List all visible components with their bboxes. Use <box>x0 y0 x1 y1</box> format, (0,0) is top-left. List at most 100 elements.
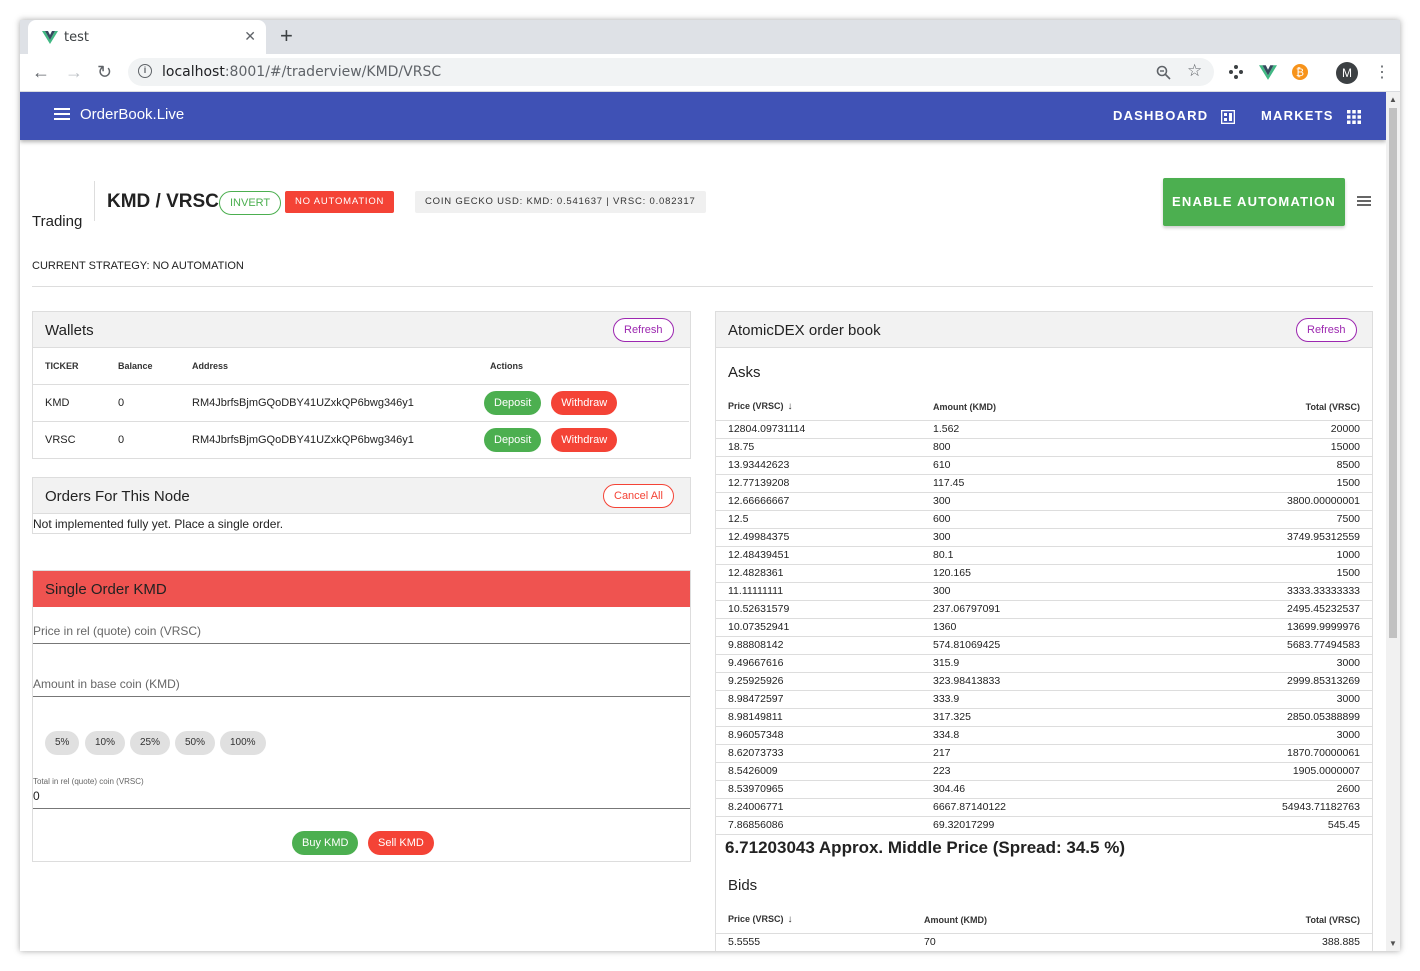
browser-menu-icon[interactable]: ⋮ <box>1374 64 1390 81</box>
total-cell: 2600 <box>1133 780 1372 799</box>
price-cell: 8.98472597 <box>716 690 933 709</box>
amount-cell: 117.45 <box>933 474 1133 493</box>
amount-cell: 315.9 <box>933 654 1133 673</box>
wallets-refresh-button[interactable]: Refresh <box>613 318 674 342</box>
total-cell: 7500 <box>1133 510 1372 529</box>
brand-title[interactable]: OrderBook.Live <box>80 106 185 123</box>
amount-cell: 80.1 <box>933 546 1133 565</box>
withdraw-button[interactable]: Withdraw <box>551 390 618 415</box>
hamburger-menu-icon[interactable] <box>54 108 70 120</box>
zoom-icon[interactable] <box>1156 65 1171 80</box>
tab-close-icon[interactable]: ✕ <box>244 28 256 44</box>
amount-column-header: Amount (KMD) <box>924 907 1124 934</box>
total-field-underline <box>33 808 690 809</box>
table-row: 13.93442623 610 8500 <box>716 456 1372 475</box>
table-row: 7.86856086 69.32017299 545.45 <box>716 816 1372 835</box>
sell-button[interactable]: Sell KMD <box>368 831 434 855</box>
amount-cell: 237.06797091 <box>933 600 1133 619</box>
total-cell: 3800.00000001 <box>1133 492 1372 511</box>
price-field-underline <box>33 643 690 644</box>
markets-button[interactable]: MARKETS <box>1261 108 1361 124</box>
scrollbar-thumb[interactable] <box>1389 108 1397 638</box>
table-row: 8.96057348 334.8 3000 <box>716 726 1372 745</box>
total-cell: 8500 <box>1133 456 1372 475</box>
single-order-panel: Single Order KMD Price in rel (quote) co… <box>32 570 691 862</box>
new-tab-icon[interactable]: + <box>280 23 293 48</box>
table-row: 11.11111111 300 3333.33333333 <box>716 582 1372 601</box>
browser-toolbar: ← → ↻ i localhost:8001/#/traderview/KMD/… <box>20 54 1400 92</box>
table-row: 8.62073733 217 1870.70000061 <box>716 744 1372 763</box>
ticker-cell: KMD <box>33 384 106 422</box>
invert-button[interactable]: INVERT <box>219 191 282 215</box>
single-order-header: Single Order KMD <box>33 571 690 607</box>
price-cell: 9.49667616 <box>716 654 933 673</box>
orders-title: Orders For This Node <box>45 488 190 505</box>
header-menu-icon[interactable] <box>1357 196 1371 206</box>
total-cell: 1870.70000061 <box>1133 744 1372 763</box>
extension-dots-icon[interactable] <box>1227 63 1245 81</box>
amount-field-underline <box>33 696 690 697</box>
cancel-all-button[interactable]: Cancel All <box>603 484 674 508</box>
browser-tab[interactable]: test ✕ <box>28 20 266 54</box>
table-row: 9.25925926 323.98413833 2999.85313269 <box>716 672 1372 691</box>
total-input[interactable]: 0 <box>33 789 40 803</box>
pct-50-chip[interactable]: 50% <box>175 731 216 755</box>
total-field-label: Total in rel (quote) coin (VRSC) <box>33 777 144 786</box>
orderbook-panel: AtomicDEX order book Refresh Asks Price … <box>715 311 1373 951</box>
orders-header: Orders For This Node Cancel All <box>33 478 690 514</box>
tab-strip: test ✕ + <box>20 20 1400 54</box>
price-cell: 12.77139208 <box>716 474 933 493</box>
scroll-up-icon[interactable]: ▲ <box>1389 95 1397 104</box>
app-root: OrderBook.Live DASHBOARD MARKETS Trading… <box>20 92 1386 951</box>
price-cell: 8.5426009 <box>716 762 933 781</box>
price-column-header[interactable]: Price (VRSC) ↓ <box>716 394 933 421</box>
total-cell: 3333.33333333 <box>1133 582 1372 601</box>
price-cell: 12.4828361 <box>716 564 933 583</box>
total-cell: 1500 <box>1133 474 1372 493</box>
page-scrollbar[interactable]: ▲ ▼ <box>1386 92 1400 951</box>
orderbook-title: AtomicDEX order book <box>728 322 881 339</box>
pct-100-chip[interactable]: 100% <box>220 731 266 755</box>
dashboard-button[interactable]: DASHBOARD <box>1113 108 1236 124</box>
forward-arrow-icon[interactable]: → <box>65 62 83 82</box>
price-cell: 8.96057348 <box>716 726 933 745</box>
total-cell: 3000 <box>1133 690 1372 709</box>
total-cell: 13699.9999976 <box>1133 618 1372 637</box>
column-header: TICKER <box>33 348 106 385</box>
pct-10-chip[interactable]: 10% <box>85 731 126 755</box>
orders-panel: Orders For This Node Cancel All Not impl… <box>32 477 691 534</box>
info-icon[interactable]: i <box>138 64 152 78</box>
automation-status-badge: NO AUTOMATION <box>285 191 395 213</box>
table-row: 12804.09731114 1.562 20000 <box>716 420 1372 439</box>
withdraw-button[interactable]: Withdraw <box>551 427 618 452</box>
address-bar[interactable]: i localhost:8001/#/traderview/KMD/VRSC ☆ <box>128 58 1214 86</box>
tab-title: test <box>64 30 89 45</box>
sort-arrow-icon: ↓ <box>787 914 793 926</box>
price-column-header[interactable]: Price (VRSC) ↓ <box>716 907 924 934</box>
pair-title: KMD / VRSC <box>107 191 219 212</box>
amount-cell: 217 <box>933 744 1133 763</box>
orderbook-refresh-button[interactable]: Refresh <box>1296 318 1357 342</box>
price-cell: 12.49984375 <box>716 528 933 547</box>
coingecko-price-chip: COIN GECKO USD: KMD: 0.541637 | VRSC: 0.… <box>415 191 706 213</box>
vue-devtools-icon[interactable] <box>1259 63 1277 81</box>
table-row: 12.77139208 117.45 1500 <box>716 474 1372 493</box>
amount-input[interactable] <box>33 671 690 697</box>
deposit-button[interactable]: Deposit <box>484 390 542 415</box>
scroll-down-icon[interactable]: ▼ <box>1389 939 1397 948</box>
profile-avatar[interactable]: M <box>1336 62 1358 84</box>
buy-button[interactable]: Buy KMD <box>292 831 359 855</box>
bitcoin-extension-icon[interactable]: ₿ <box>1291 63 1309 81</box>
amount-cell: 69.32017299 <box>933 816 1133 835</box>
back-arrow-icon[interactable]: ← <box>32 62 50 82</box>
reload-icon[interactable]: ↻ <box>97 62 113 82</box>
table-row: 8.98472597 333.9 3000 <box>716 690 1372 709</box>
pct-25-chip[interactable]: 25% <box>130 731 171 755</box>
bookmark-star-icon[interactable]: ☆ <box>1187 61 1203 80</box>
url-path: :8001/#/traderview/KMD/VRSC <box>224 64 442 80</box>
enable-automation-button[interactable]: ENABLE AUTOMATION <box>1163 178 1345 226</box>
deposit-button[interactable]: Deposit <box>484 427 542 452</box>
total-cell: 1500 <box>1133 564 1372 583</box>
pct-5-chip[interactable]: 5% <box>45 731 80 755</box>
orders-note: Not implemented fully yet. Place a singl… <box>33 517 284 531</box>
